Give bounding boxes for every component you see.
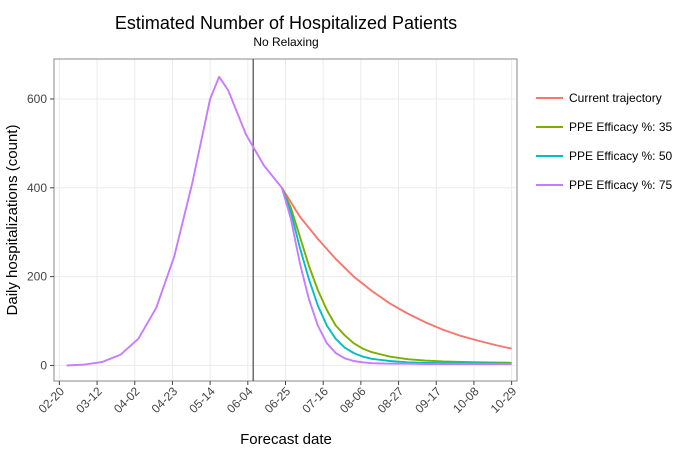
x-tick-label: 08-27 xyxy=(375,384,407,416)
x-tick-label: 10-29 xyxy=(488,384,520,416)
x-tick-label: 08-06 xyxy=(337,384,369,416)
y-axis-title: Daily hospitalizations (count) xyxy=(4,125,21,316)
x-tick-label: 10-08 xyxy=(450,384,482,416)
y-tick-label: 600 xyxy=(27,92,47,106)
x-tick-label: 04-02 xyxy=(111,384,143,416)
x-tick-label: 05-14 xyxy=(186,384,218,416)
legend-label: Current trajectory xyxy=(569,91,662,105)
chart-subtitle: No Relaxing xyxy=(253,35,318,49)
y-tick-label: 200 xyxy=(27,270,47,284)
legend-label: PPE Efficacy %: 50 xyxy=(569,149,672,163)
y-tick-label: 400 xyxy=(27,181,47,195)
series-line-1 xyxy=(281,187,512,350)
shared-history-line xyxy=(66,75,283,367)
x-tick-label: 06-25 xyxy=(262,384,294,416)
y-tick-label: 0 xyxy=(40,358,47,372)
x-tick-label: 06-04 xyxy=(224,384,256,416)
x-tick-label: 04-23 xyxy=(149,384,181,416)
x-tick-label: 07-16 xyxy=(299,384,331,416)
legend-label: PPE Efficacy %: 35 xyxy=(569,120,672,134)
chart-title: Estimated Number of Hospitalized Patient… xyxy=(115,13,457,33)
series-line-2 xyxy=(281,187,512,364)
x-tick-label: 09-17 xyxy=(412,384,444,416)
series-line-3 xyxy=(281,187,512,365)
x-tick-label: 03-12 xyxy=(73,384,105,416)
x-axis-title: Forecast date xyxy=(240,431,332,448)
series-line-4 xyxy=(280,187,512,366)
x-tick-label: 02-20 xyxy=(36,384,68,416)
legend-label: PPE Efficacy %: 75 xyxy=(569,178,672,192)
